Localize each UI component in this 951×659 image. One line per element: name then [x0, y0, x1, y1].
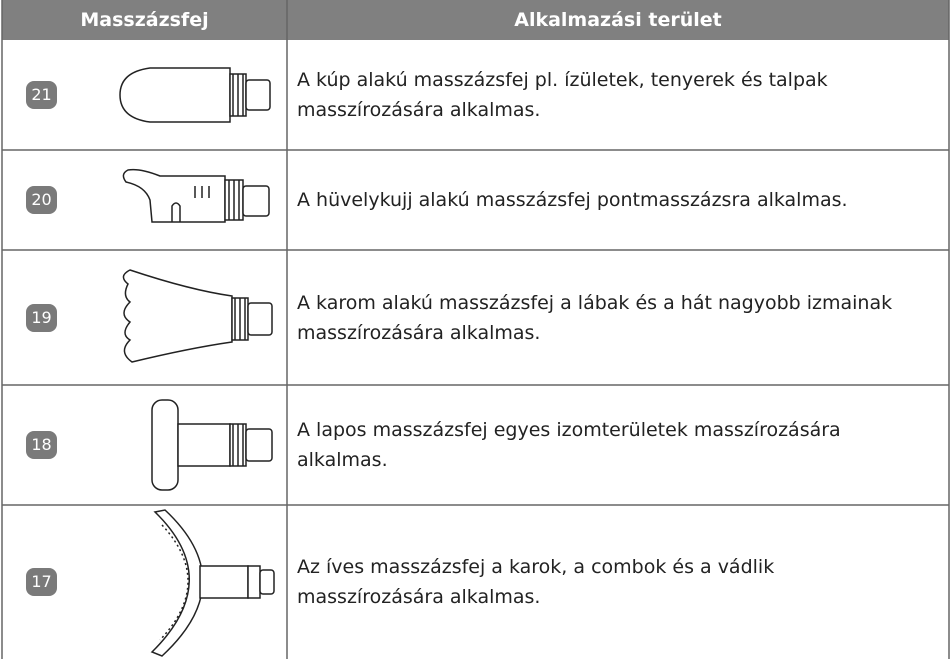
row-description: Az íves masszázsfej a karok, a combok és… [297, 556, 775, 608]
header-cell: Masszázsfej [80, 9, 209, 31]
row-description: A karom alakú masszázsfej a lábak és a h… [297, 291, 893, 344]
row-number: 17 [26, 568, 57, 596]
header-cell: Alkalmazási terület [514, 9, 722, 31]
row-description: A kúp alakú masszázsfej pl. ízületek, te… [297, 69, 828, 121]
row-description: A hüvelykujj alakú masszázsfej pontmassz… [297, 189, 848, 211]
row-description: A lapos masszázsfej egyes izomterületek … [297, 419, 841, 471]
row-number: 20 [26, 186, 57, 214]
row-number: 18 [26, 431, 57, 459]
row-number: 21 [26, 81, 57, 109]
header-bg [2, 0, 949, 40]
row-number: 19 [26, 303, 57, 332]
icons [119, 67, 275, 657]
